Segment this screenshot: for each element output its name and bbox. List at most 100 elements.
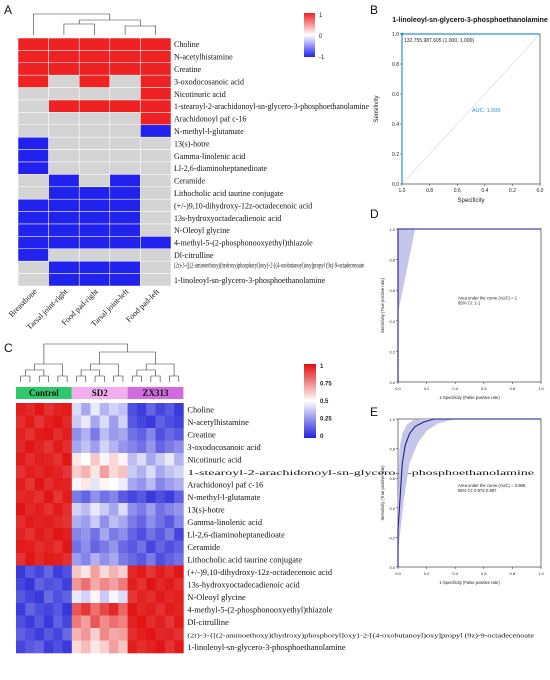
panel-label-c: C xyxy=(4,341,13,355)
y-tick-label: 0.6 xyxy=(389,288,395,293)
heatmap-cell xyxy=(53,628,63,641)
x-axis-label: Specificity xyxy=(457,198,484,204)
row-label: Ceramide xyxy=(174,177,206,186)
row-label: Gamma-linolenic acid xyxy=(174,152,245,161)
heatmap-cell xyxy=(174,615,184,629)
heatmap-cell xyxy=(78,174,111,188)
heatmap-cell xyxy=(140,112,172,126)
heatmap-cell xyxy=(109,248,141,262)
heatmap-cell xyxy=(136,528,147,541)
row-label: 1-stearoyl-2-arachidonoyl-sn-glycero-3-p… xyxy=(174,102,369,111)
heatmap-cell xyxy=(146,615,156,629)
heatmap-cell xyxy=(99,528,110,541)
row-label: Choline xyxy=(174,40,200,49)
heatmap-cell xyxy=(127,528,138,541)
heatmap-cell xyxy=(43,640,54,654)
heatmap-cell xyxy=(17,223,49,237)
x-tick-label: 0.0 xyxy=(395,571,401,576)
heatmap-cell xyxy=(62,415,73,429)
heatmap-cell xyxy=(62,578,73,591)
heatmap-cell xyxy=(48,161,80,175)
heatmap-cell xyxy=(127,415,138,429)
heatmap-cell xyxy=(99,478,110,491)
heatmap-cell xyxy=(174,565,184,579)
heatmap-cell xyxy=(17,37,49,51)
heatmap-cell xyxy=(78,136,111,150)
heatmap-cell xyxy=(25,453,35,466)
heatmap-cell xyxy=(174,478,184,491)
heatmap-cell xyxy=(71,403,82,416)
heatmap-cell xyxy=(48,87,80,101)
x-tick-label: 0.8 xyxy=(510,571,516,576)
heatmap-cell xyxy=(43,603,54,616)
heatmap-cell xyxy=(136,628,147,641)
heatmap-cell xyxy=(140,50,172,64)
heatmap-cell xyxy=(62,515,73,529)
heatmap-cell xyxy=(34,540,45,554)
y-tick-label: 0.4 xyxy=(389,506,395,511)
colorbar-tick: 0.5 xyxy=(320,399,329,405)
heatmap-cell xyxy=(34,578,45,591)
heatmap-cell xyxy=(127,628,138,641)
heatmap-cell xyxy=(174,590,184,604)
heatmap-cell xyxy=(16,553,26,566)
heatmap-cell xyxy=(25,403,35,416)
heatmap-cell xyxy=(109,161,141,175)
heatmap-cell xyxy=(25,628,35,641)
confidence-band xyxy=(398,419,541,553)
heatmap-cell xyxy=(43,590,54,604)
heatmap-cell xyxy=(109,553,119,566)
heatmap-cell xyxy=(146,428,156,441)
heatmap-cell xyxy=(17,260,49,274)
heatmap-cell xyxy=(81,465,91,479)
row-label: 3-oxodocosanoic acid xyxy=(174,77,244,86)
heatmap-cell xyxy=(127,515,138,529)
roc-curve xyxy=(397,418,541,567)
heatmap-cell xyxy=(127,578,138,591)
heatmap-cell xyxy=(43,403,54,416)
x-tick-label: 0.6 xyxy=(481,571,487,576)
heatmap-cell xyxy=(109,465,119,479)
heatmap-cell xyxy=(62,640,73,654)
heatmap-cell xyxy=(155,478,166,491)
heatmap-cell xyxy=(99,453,110,466)
heatmap-cell xyxy=(34,503,45,516)
heatmap-cell xyxy=(118,578,128,591)
heatmap-cell xyxy=(109,112,141,126)
heatmap-cell xyxy=(34,415,45,429)
heatmap-cell xyxy=(71,428,82,441)
heatmap-cell xyxy=(118,440,128,454)
x-tick-label: 0.2 xyxy=(424,386,430,391)
heatmap-cell xyxy=(136,403,147,416)
colorbar-tick: 0 xyxy=(320,434,324,440)
heatmap-cell xyxy=(81,528,91,541)
x-tick-label: 0.0 xyxy=(395,386,401,391)
heatmap-cell xyxy=(109,37,141,51)
auc-note: Area under the curve (AUC) = 1 xyxy=(458,295,518,300)
panel-e-roc: 0.0 0.2 0.4 0.6 0.8 1.0 0.0 0.2 0.4 0.6 0.8 1.0 Area… xyxy=(380,417,545,585)
heatmap-cell xyxy=(34,515,45,529)
heatmap-cell xyxy=(164,503,175,516)
heatmap-cell xyxy=(118,640,128,654)
heatmap-cell xyxy=(174,490,184,504)
heatmap-cell xyxy=(81,403,91,416)
heatmap-cell xyxy=(127,640,138,654)
heatmap-cell xyxy=(53,603,63,616)
heatmap-cell xyxy=(78,74,111,88)
heatmap-cell xyxy=(25,428,35,441)
heatmap-cell xyxy=(174,415,184,429)
heatmap-cell xyxy=(127,603,138,616)
heatmap-cell xyxy=(118,453,128,466)
heatmap-cell xyxy=(34,490,45,504)
heatmap-cell xyxy=(127,453,138,466)
heatmap-cell xyxy=(90,615,100,629)
heatmap-cell xyxy=(164,490,175,504)
heatmap-cell xyxy=(136,490,147,504)
heatmap-cell xyxy=(48,248,80,262)
heatmap-cell xyxy=(43,553,54,566)
heatmap-cell xyxy=(140,186,172,200)
heatmap-cell xyxy=(90,540,100,554)
auc-note: Area under the curve (AUC) = 0.986 xyxy=(458,483,526,488)
heatmap-cell xyxy=(118,415,128,429)
heatmap-cell xyxy=(71,540,82,554)
